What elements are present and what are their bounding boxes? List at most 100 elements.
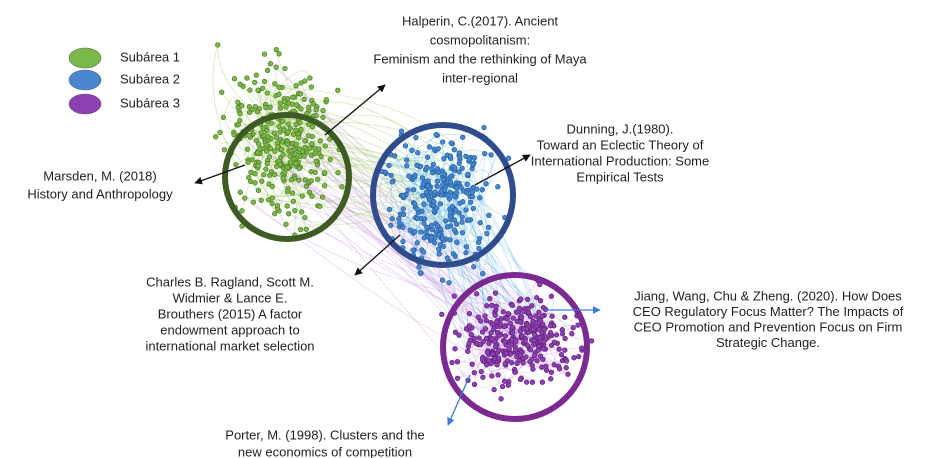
- node: [454, 359, 461, 365]
- node: [267, 61, 274, 67]
- annotation-text: Widmier & Lance E.: [173, 290, 288, 305]
- node: [494, 329, 501, 336]
- edge: [469, 196, 486, 317]
- node: [237, 117, 243, 124]
- node: [451, 193, 457, 199]
- annotation-text: international market selection: [145, 338, 314, 353]
- edge: [520, 311, 573, 334]
- node: [483, 318, 490, 324]
- edge: [319, 195, 432, 207]
- node: [284, 189, 291, 195]
- node: [256, 141, 262, 147]
- node: [421, 220, 427, 226]
- annotation-arrow: [324, 84, 386, 136]
- node: [441, 155, 447, 162]
- node: [471, 381, 478, 388]
- node: [474, 291, 480, 297]
- annotation-text: Strategic Change.: [716, 335, 820, 350]
- node: [565, 371, 571, 377]
- edge: [408, 194, 435, 274]
- node: [302, 144, 308, 150]
- node: [543, 367, 550, 373]
- node: [312, 169, 318, 176]
- node: [212, 134, 219, 140]
- node: [398, 128, 405, 134]
- node: [514, 360, 520, 367]
- node: [470, 205, 477, 212]
- edge: [247, 149, 312, 166]
- node: [290, 94, 296, 100]
- node: [437, 201, 444, 207]
- node: [469, 361, 475, 367]
- annotation-text: inter-regional: [442, 70, 518, 85]
- node: [537, 298, 544, 304]
- node: [539, 313, 545, 319]
- node: [400, 238, 406, 245]
- edge: [394, 155, 441, 205]
- node: [269, 183, 275, 190]
- node: [246, 132, 252, 139]
- annotation-text: endowment approach to: [160, 322, 299, 337]
- node: [284, 141, 291, 148]
- node: [451, 227, 458, 233]
- node: [563, 358, 570, 364]
- node: [562, 347, 568, 353]
- node: [280, 152, 286, 158]
- node: [284, 164, 291, 171]
- node: [309, 124, 316, 130]
- node: [535, 343, 542, 349]
- node: [264, 127, 270, 134]
- node: [248, 169, 254, 176]
- node: [505, 155, 512, 161]
- node: [278, 146, 285, 153]
- node: [292, 207, 298, 214]
- node: [444, 255, 450, 261]
- node: [507, 320, 513, 326]
- node: [481, 124, 487, 131]
- node: [285, 211, 292, 217]
- node: [537, 317, 544, 324]
- node: [540, 356, 546, 362]
- node: [247, 87, 253, 93]
- node: [478, 318, 484, 324]
- node: [410, 247, 416, 253]
- node: [287, 159, 294, 165]
- node: [317, 203, 323, 209]
- node: [269, 200, 275, 207]
- edge: [384, 175, 410, 215]
- node: [254, 109, 260, 115]
- node: [274, 202, 281, 209]
- node: [523, 354, 529, 360]
- node: [272, 171, 278, 178]
- annotation-text: cosmopolitanism:: [430, 32, 530, 47]
- node: [255, 187, 262, 193]
- node: [576, 353, 582, 360]
- edge: [247, 83, 276, 167]
- node: [496, 347, 502, 353]
- edge: [408, 150, 436, 263]
- node: [540, 304, 547, 311]
- annotation-text: Porter, M. (1998). Clusters and the: [225, 427, 424, 442]
- node: [579, 345, 585, 351]
- node: [479, 329, 486, 335]
- annotation-arrow: [447, 374, 471, 426]
- annotation-text: History and Anthropology: [27, 186, 173, 201]
- node: [406, 173, 412, 179]
- node: [539, 364, 545, 370]
- node: [505, 382, 511, 388]
- node: [389, 216, 395, 222]
- node: [420, 192, 426, 199]
- node: [273, 163, 280, 170]
- node: [293, 121, 299, 128]
- node: [432, 189, 438, 195]
- annotation-arrow: [354, 234, 401, 276]
- node: [283, 221, 289, 227]
- node: [265, 197, 272, 203]
- node: [489, 373, 495, 379]
- node: [482, 326, 489, 332]
- node: [403, 157, 410, 163]
- edge: [503, 280, 539, 341]
- node: [529, 356, 535, 362]
- node: [252, 79, 258, 86]
- node: [433, 131, 439, 138]
